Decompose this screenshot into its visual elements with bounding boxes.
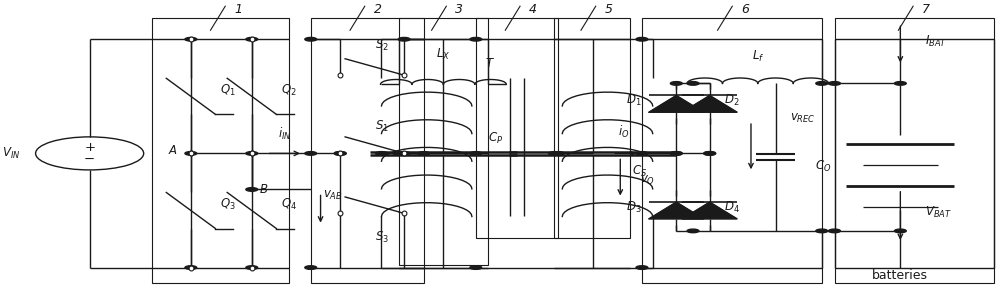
Text: $D_3$: $D_3$ xyxy=(626,200,642,215)
Text: 2: 2 xyxy=(374,3,382,16)
Bar xyxy=(399,18,488,264)
Circle shape xyxy=(829,229,840,233)
Text: $C_O$: $C_O$ xyxy=(815,159,831,174)
Text: 5: 5 xyxy=(605,3,613,16)
Text: $V_{IN}$: $V_{IN}$ xyxy=(2,146,21,161)
Circle shape xyxy=(687,229,699,233)
Text: $Q_4$: $Q_4$ xyxy=(281,197,297,212)
Text: A: A xyxy=(169,144,177,157)
Circle shape xyxy=(636,152,648,155)
Text: $L_X$: $L_X$ xyxy=(436,47,451,62)
Text: 4: 4 xyxy=(529,3,537,16)
Circle shape xyxy=(398,38,410,41)
Text: 7: 7 xyxy=(922,3,930,16)
Circle shape xyxy=(636,38,648,41)
Circle shape xyxy=(894,229,906,233)
Text: $v_O$: $v_O$ xyxy=(640,174,655,187)
Circle shape xyxy=(687,82,699,85)
Bar xyxy=(835,18,994,282)
Circle shape xyxy=(246,188,258,191)
Circle shape xyxy=(670,82,682,85)
Text: −: − xyxy=(84,153,95,166)
Circle shape xyxy=(334,152,346,155)
Circle shape xyxy=(829,82,840,85)
Circle shape xyxy=(305,38,317,41)
Circle shape xyxy=(185,152,197,155)
Text: $S_3$: $S_3$ xyxy=(375,230,389,245)
Circle shape xyxy=(246,152,258,155)
Circle shape xyxy=(334,152,346,155)
Text: $L_f$: $L_f$ xyxy=(752,49,764,64)
Text: B: B xyxy=(260,183,268,196)
Text: $C_P$: $C_P$ xyxy=(488,131,503,146)
Text: $Q_1$: $Q_1$ xyxy=(220,83,236,98)
Text: $v_{REC}$: $v_{REC}$ xyxy=(790,112,816,125)
Text: 3: 3 xyxy=(455,3,463,16)
Bar xyxy=(642,18,822,282)
Circle shape xyxy=(670,152,682,155)
Circle shape xyxy=(393,152,405,155)
Polygon shape xyxy=(682,202,737,219)
Circle shape xyxy=(470,266,482,269)
Text: $i_O$: $i_O$ xyxy=(618,124,629,140)
Circle shape xyxy=(246,266,258,269)
Bar xyxy=(476,18,558,238)
Text: $V_{BAT}$: $V_{BAT}$ xyxy=(925,205,952,221)
Circle shape xyxy=(704,152,716,155)
Circle shape xyxy=(418,152,430,155)
Text: $v_{AB}$: $v_{AB}$ xyxy=(323,189,342,202)
Text: +: + xyxy=(84,141,95,154)
Circle shape xyxy=(816,229,828,233)
Text: batteries: batteries xyxy=(872,269,928,282)
Circle shape xyxy=(549,152,560,155)
Circle shape xyxy=(894,82,906,85)
Text: $C_S$: $C_S$ xyxy=(632,164,647,179)
Circle shape xyxy=(305,266,317,269)
Text: $S_1$: $S_1$ xyxy=(375,119,389,134)
Text: $I_{BAT}$: $I_{BAT}$ xyxy=(925,34,947,49)
Bar xyxy=(152,18,289,282)
Circle shape xyxy=(470,38,482,41)
Text: $i_{IN}$: $i_{IN}$ xyxy=(278,126,292,142)
Text: T: T xyxy=(486,57,493,70)
Text: $D_2$: $D_2$ xyxy=(724,93,740,108)
Circle shape xyxy=(470,152,482,155)
Circle shape xyxy=(305,152,317,155)
Text: $S_2$: $S_2$ xyxy=(375,38,389,53)
Polygon shape xyxy=(649,202,704,219)
Text: $Q_2$: $Q_2$ xyxy=(281,83,297,98)
Circle shape xyxy=(552,152,564,155)
Text: 6: 6 xyxy=(741,3,749,16)
Polygon shape xyxy=(682,95,737,112)
Text: 1: 1 xyxy=(234,3,242,16)
Text: $D_1$: $D_1$ xyxy=(626,93,642,108)
Text: $D_4$: $D_4$ xyxy=(724,200,740,215)
Circle shape xyxy=(246,38,258,41)
Circle shape xyxy=(704,152,716,155)
Circle shape xyxy=(670,152,682,155)
Circle shape xyxy=(398,152,410,155)
Circle shape xyxy=(636,266,648,269)
Circle shape xyxy=(376,152,387,155)
Text: $Q_3$: $Q_3$ xyxy=(220,197,236,212)
Circle shape xyxy=(816,82,828,85)
Bar xyxy=(554,18,630,238)
Bar xyxy=(311,18,424,282)
Polygon shape xyxy=(649,95,704,112)
Circle shape xyxy=(185,38,197,41)
Circle shape xyxy=(185,266,197,269)
